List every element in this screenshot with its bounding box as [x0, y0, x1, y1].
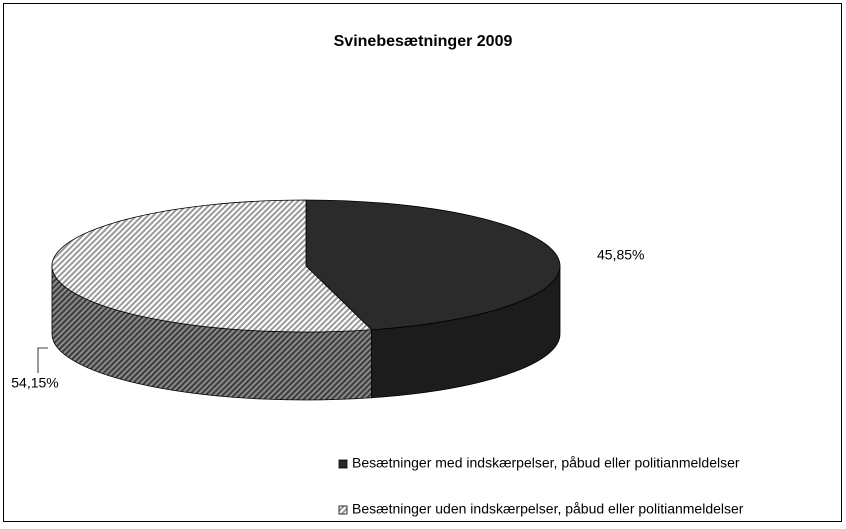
leader-line [37, 347, 48, 373]
legend-swatch [338, 459, 348, 469]
legend-label: Besætninger med indskærpelser, påbud ell… [352, 455, 740, 471]
pie-slice [305, 199, 561, 331]
data-label: 54,15% [11, 375, 58, 391]
pie-slice [51, 199, 373, 333]
legend-label: Besætninger uden indskærpelser, påbud el… [352, 501, 744, 517]
chart-title: Svinebesætninger 2009 [334, 33, 513, 50]
legend-swatch [338, 505, 348, 515]
data-label: 45,85% [597, 247, 644, 263]
